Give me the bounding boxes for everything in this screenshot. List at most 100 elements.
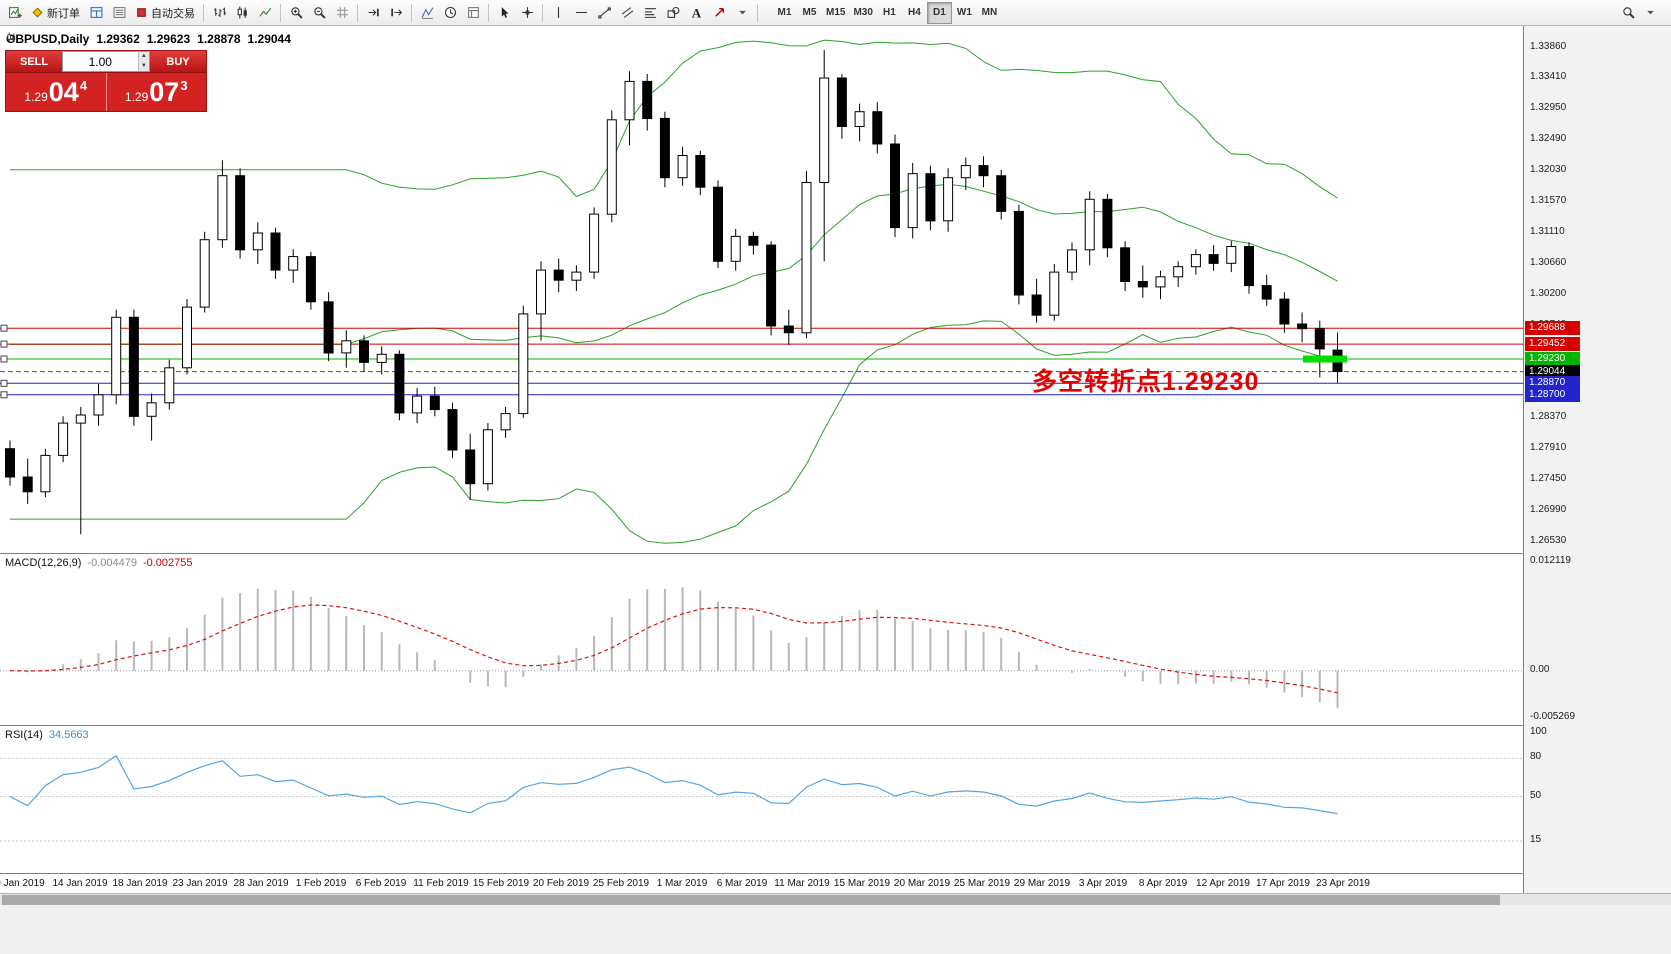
- autoscroll-icon: [368, 8, 379, 17]
- ohlc-open: 1.29362: [96, 32, 140, 46]
- search-button[interactable]: [1617, 2, 1639, 24]
- indicators-button[interactable]: [416, 2, 438, 24]
- candles-icon: [237, 6, 247, 19]
- date-tick: 15 Mar 2019: [833, 878, 891, 889]
- magnifier-plus-icon: [290, 7, 303, 19]
- shapes-button[interactable]: [662, 2, 684, 24]
- price-tick: 1.30200: [1530, 288, 1567, 299]
- timeframe-m1-button[interactable]: M1: [772, 2, 797, 24]
- chart-hscrollbar: [0, 893, 1671, 905]
- volume-increase-button[interactable]: ▲: [138, 52, 149, 62]
- candlestick-chart-button[interactable]: [231, 2, 253, 24]
- date-tick: 25 Feb 2019: [592, 878, 650, 889]
- macd-tick: -0.005269: [1530, 711, 1576, 722]
- timeframe-m30-button[interactable]: M30: [849, 2, 876, 24]
- channel-icon: [621, 7, 633, 18]
- clock-icon: [444, 6, 456, 19]
- price-tick: 1.31110: [1530, 226, 1565, 237]
- price-tick: 1.32950: [1530, 102, 1567, 113]
- equidistant-channel-button[interactable]: [616, 2, 638, 24]
- rsi-canvas[interactable]: [0, 726, 1523, 873]
- crosshair-button[interactable]: [516, 2, 538, 24]
- rsi-line: [9, 754, 1338, 815]
- template-icon: [467, 7, 479, 18]
- volume-decrease-button[interactable]: ▼: [138, 61, 149, 71]
- sell-price-display[interactable]: 1.29 04 4: [6, 73, 106, 111]
- volume-input[interactable]: [63, 52, 138, 71]
- price-chart-canvas[interactable]: [0, 26, 1523, 553]
- ohlc-close: 1.29044: [247, 32, 291, 46]
- cursor-icon: [501, 7, 508, 18]
- toolbar-separator: [488, 3, 489, 22]
- macd-canvas[interactable]: [0, 554, 1523, 725]
- timeframe-h4-button[interactable]: H4: [902, 2, 927, 24]
- timeframe-w1-button[interactable]: W1: [952, 2, 977, 24]
- turning-point-highlight[interactable]: [1303, 355, 1347, 363]
- charts-button[interactable]: [85, 2, 107, 24]
- grid-window-icon: [90, 7, 102, 18]
- toolbar: 新订单 自动交易 A M1 M5 M15 M30 H1 H4 D1 W1 MN: [0, 0, 1671, 26]
- date-tick: 29 Mar 2019: [1013, 878, 1071, 889]
- ohlc-high: 1.29623: [146, 32, 191, 46]
- new-chart-button[interactable]: [4, 2, 26, 24]
- indicator-icon: [421, 7, 433, 19]
- more-tools-button[interactable]: [731, 2, 753, 24]
- timeframe-h1-button[interactable]: H1: [877, 2, 902, 24]
- timeframe-m15-button[interactable]: M15: [822, 2, 849, 24]
- grid-button[interactable]: [331, 2, 353, 24]
- timeframe-m5-button[interactable]: M5: [797, 2, 822, 24]
- chart-shift-button[interactable]: [385, 2, 407, 24]
- sell-button[interactable]: SELL: [6, 51, 62, 72]
- scrollbar-thumb[interactable]: [2, 895, 1500, 905]
- fibonacci-button[interactable]: [639, 2, 661, 24]
- buy-price-pipette: 3: [180, 78, 188, 93]
- text-label-button[interactable]: A: [685, 2, 707, 24]
- templates-button[interactable]: [462, 2, 484, 24]
- date-tick: 23 Jan 2019: [172, 878, 228, 889]
- date-tick: 3 Apr 2019: [1078, 878, 1128, 889]
- zoom-in-button[interactable]: [285, 2, 307, 24]
- trendline-button[interactable]: [593, 2, 615, 24]
- line-anchor: [0, 355, 8, 363]
- autoscroll-button[interactable]: [362, 2, 384, 24]
- magnifier-icon: [1622, 7, 1635, 19]
- date-tick: 25 Mar 2019: [953, 878, 1011, 889]
- date-tick: 9 Jan 2019: [0, 878, 45, 889]
- bar-chart-button[interactable]: [208, 2, 230, 24]
- date-tick: 23 Apr 2019: [1316, 878, 1370, 889]
- periods-button[interactable]: [439, 2, 461, 24]
- buy-button[interactable]: BUY: [150, 51, 206, 72]
- hline-icon: [575, 11, 587, 14]
- data-window-button[interactable]: [108, 2, 130, 24]
- date-tick: 28 Jan 2019: [233, 878, 289, 889]
- autotrading-button[interactable]: 自动交易: [131, 2, 199, 24]
- price-tick: 1.28370: [1530, 411, 1567, 422]
- zoom-out-button[interactable]: [308, 2, 330, 24]
- horizontal-line-button[interactable]: [570, 2, 592, 24]
- macd-tick: 0.012119: [1530, 555, 1571, 566]
- price-line-label-1.29230: 1.29230: [1525, 352, 1580, 366]
- date-tick: 15 Feb 2019: [472, 878, 530, 889]
- vertical-line-button[interactable]: [547, 2, 569, 24]
- macd-main-value: -0.004479: [87, 557, 137, 569]
- toolbar-customize-button[interactable]: [1639, 2, 1661, 24]
- arrows-button[interactable]: [708, 2, 730, 24]
- toolbar-separator: [280, 3, 281, 22]
- rsi-tick: 15: [1530, 834, 1542, 845]
- date-tick: 8 Apr 2019: [1138, 878, 1188, 889]
- chart-ohlc-header: GBPUSD,Daily 1.29362 1.29623 1.28878 1.2…: [6, 32, 291, 46]
- line-chart-button[interactable]: [254, 2, 276, 24]
- volume-field: ▲ ▼: [62, 51, 150, 72]
- buy-price-display[interactable]: 1.29 07 3: [105, 73, 206, 111]
- date-tick: 12 Apr 2019: [1196, 878, 1250, 889]
- new-order-button[interactable]: 新订单: [27, 2, 84, 24]
- timeframe-mn-button[interactable]: MN: [977, 2, 1002, 24]
- macd-signal-line: [9, 604, 1338, 694]
- price-line-label-1.28870: 1.28870: [1525, 376, 1580, 390]
- macd-tick: 0.00: [1530, 664, 1550, 675]
- chart-annotation-text[interactable]: 多空转折点1.29230: [1032, 368, 1260, 396]
- timeframe-d1-button[interactable]: D1: [926, 1, 952, 24]
- toolbar-separator: [203, 3, 204, 22]
- cursor-button[interactable]: [493, 2, 515, 24]
